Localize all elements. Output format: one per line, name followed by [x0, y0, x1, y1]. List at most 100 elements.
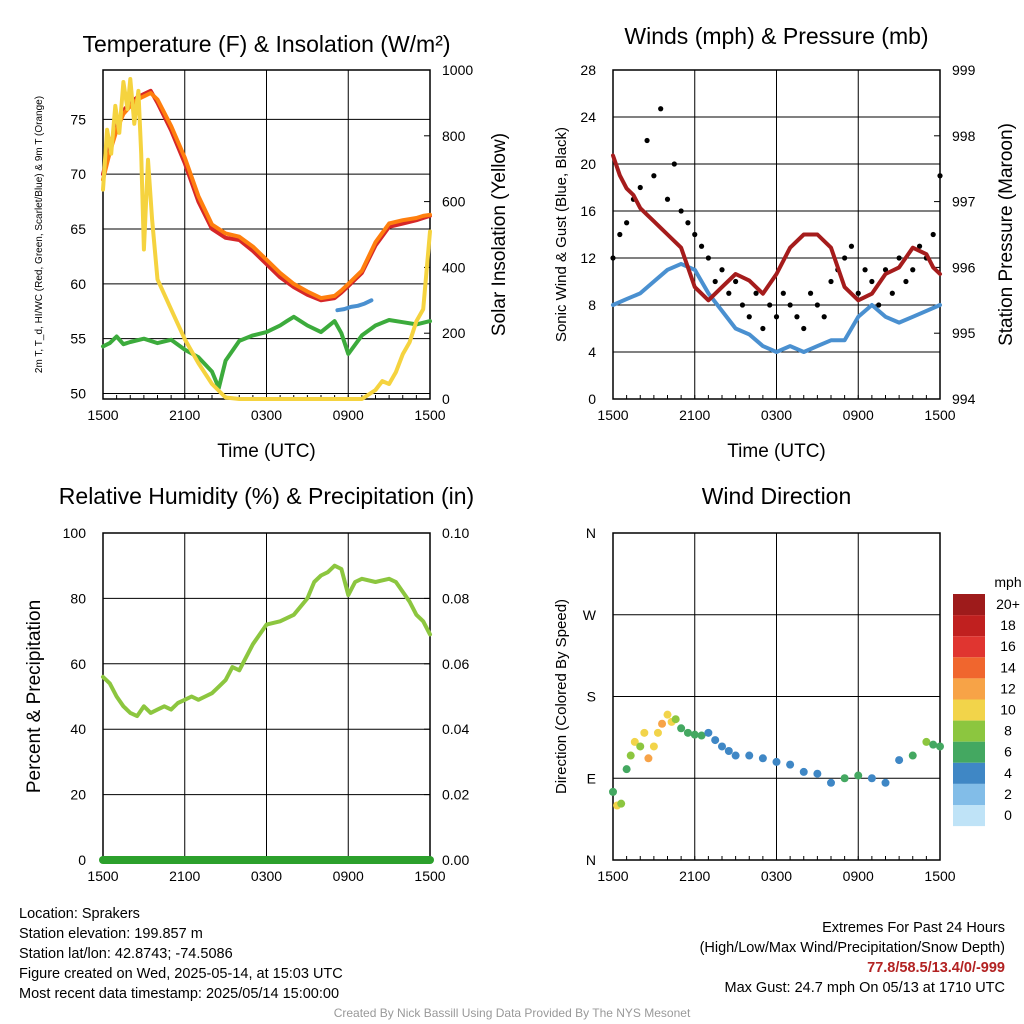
colorbar-label: 20+ — [996, 596, 1020, 612]
y-tick-label: E — [587, 770, 596, 786]
x-tick-label: 2100 — [169, 868, 200, 884]
x-tick-label: 1500 — [597, 407, 628, 423]
gust-point — [842, 255, 848, 261]
gust-point — [910, 267, 916, 273]
extremes-title: Extremes For Past 24 Hours — [822, 920, 1005, 936]
direction-point — [908, 751, 917, 760]
timestamp-text: Most recent data timestamp: 2025/05/14 1… — [19, 986, 340, 1002]
direction-point — [840, 774, 849, 783]
gust-point — [739, 302, 746, 308]
direction-point — [649, 742, 658, 751]
gust-point — [664, 196, 671, 202]
gust-point — [828, 278, 834, 285]
y-tick-label: 70 — [70, 166, 86, 182]
x-tick-label: 2100 — [679, 868, 710, 884]
colorbar-swatch — [953, 636, 985, 658]
y2-tick-label: 0.00 — [442, 852, 469, 868]
direction-point — [745, 751, 754, 760]
y-tick-label: 50 — [70, 386, 86, 402]
colorbar-swatch — [953, 678, 985, 700]
y2-tick-label: 995 — [952, 325, 976, 341]
colorbar-label: 10 — [1000, 702, 1016, 718]
series-line-4 — [335, 298, 374, 313]
x-tick-label: 1500 — [414, 868, 445, 884]
gust-point — [876, 302, 882, 308]
gust-point — [712, 278, 718, 285]
x-tick-label: 1500 — [924, 868, 955, 884]
direction-point — [718, 742, 726, 751]
direction-point — [895, 756, 904, 765]
colorbar-swatch — [953, 699, 985, 721]
x-tick-label: 1500 — [597, 868, 628, 884]
gust-point — [705, 255, 711, 261]
y2-tick-label: 1000 — [442, 62, 473, 78]
x-tick-label: 1500 — [87, 868, 118, 884]
gust-point — [651, 173, 657, 179]
y2-tick-label: 0.10 — [442, 525, 469, 541]
x-tick-label: 0300 — [761, 868, 792, 884]
max-gust-text: Max Gust: 24.7 mph On 05/13 at 1710 UTC — [724, 980, 1005, 996]
y-tick-label: 100 — [63, 525, 87, 541]
chart-title: Winds (mph) & Pressure (mb) — [624, 23, 928, 49]
y-tick-label: 8 — [588, 297, 596, 313]
y-axis-label: Sonic Wind & Gust (Blue, Black) — [553, 127, 570, 342]
direction-point — [786, 760, 795, 769]
gust-point — [617, 231, 623, 238]
chart-title: Relative Humidity (%) & Precipitation (i… — [59, 483, 474, 509]
x-tick-label: 0900 — [333, 868, 364, 884]
direction-point — [617, 799, 626, 808]
gust-point — [821, 314, 827, 320]
direction-point — [653, 728, 662, 737]
gust-point — [746, 314, 752, 320]
y-tick-label: N — [586, 852, 596, 868]
direction-point — [626, 751, 635, 760]
direction-point — [758, 754, 767, 763]
y2-tick-label: 0.06 — [442, 656, 469, 672]
chart-panel-2: Winds (mph) & Pressure (mb) 1500 2100 0300 0… — [553, 23, 1017, 462]
gust-point — [692, 231, 698, 238]
colorbar-swatch — [953, 657, 985, 679]
plot-frame — [612, 532, 941, 861]
series-line-1 — [101, 563, 432, 719]
direction-point — [813, 769, 822, 778]
y2-axis-label: Solar Insolation (Yellow) — [489, 133, 510, 336]
direction-point — [677, 724, 686, 733]
colorbar-swatch — [953, 741, 985, 763]
gust-point — [658, 106, 664, 112]
gust-point — [610, 255, 616, 261]
y2-tick-label: 0 — [442, 391, 450, 407]
gust-point — [685, 220, 691, 226]
colorbar-swatch — [953, 783, 985, 805]
x-axis-label: Time (UTC) — [217, 441, 316, 462]
y2-tick-label: 200 — [442, 325, 466, 341]
y-tick-label: 4 — [588, 344, 596, 360]
y-tick-label: 40 — [70, 721, 86, 737]
y-tick-label: 80 — [70, 590, 86, 606]
colorbar-label: 4 — [1004, 765, 1012, 781]
y2-tick-label: 994 — [952, 391, 976, 407]
gust-point — [760, 325, 766, 332]
direction-point — [683, 728, 692, 737]
gust-point — [671, 161, 677, 167]
x-tick-label: 2100 — [679, 407, 710, 423]
direction-point — [636, 742, 645, 751]
colorbar-label: 6 — [1004, 744, 1012, 760]
y-tick-label: 60 — [70, 656, 86, 672]
colorbar-label: 2 — [1004, 786, 1012, 802]
direction-point — [704, 728, 713, 737]
gust-point — [882, 267, 889, 273]
y2-tick-label: 996 — [952, 259, 976, 275]
x-tick-label: 0300 — [761, 407, 792, 423]
latlon-text: Station lat/lon: 42.8743; -74.5086 — [19, 946, 233, 962]
gust-point — [780, 290, 786, 296]
gust-point — [855, 290, 861, 296]
x-axis-label: Time (UTC) — [727, 441, 826, 462]
y2-tick-label: 0.04 — [442, 721, 469, 737]
direction-point — [630, 737, 639, 746]
y-tick-label: 12 — [580, 250, 596, 266]
direction-point — [929, 740, 938, 749]
chart-panel-1: Temperature (F) & Insolation (W/m²) 1500 2… — [34, 31, 510, 462]
x-tick-label: 0900 — [843, 407, 874, 423]
gust-point — [862, 267, 868, 273]
